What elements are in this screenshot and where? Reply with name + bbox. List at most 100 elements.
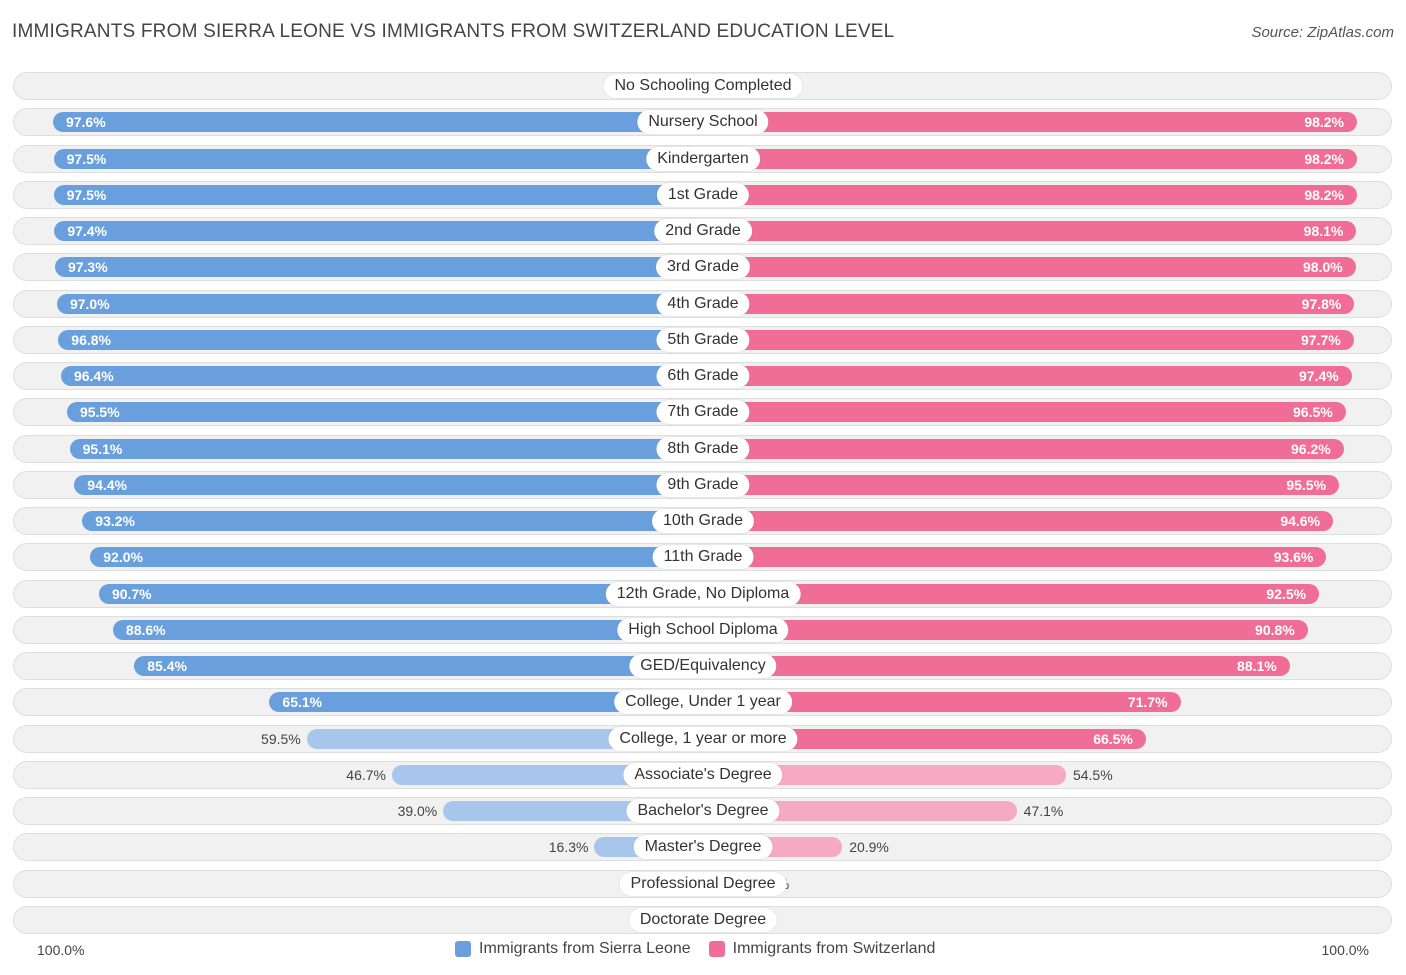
- bar-sierra-leone-nursery-school[interactable]: [52, 112, 703, 133]
- value-switzerland-9th-grade: 95.5%: [1286, 476, 1327, 493]
- value-switzerland-college-1-year-or-more: 66.5%: [1093, 730, 1133, 747]
- bar-switzerland-kindergarten[interactable]: [703, 148, 1357, 169]
- bar-sierra-leone-4th-grade[interactable]: [56, 293, 703, 314]
- category-label-no-schooling-completed: No Schooling Completed: [603, 74, 803, 98]
- category-label-9th-grade: 9th Grade: [656, 472, 750, 497]
- bar-switzerland-7th-grade[interactable]: [703, 402, 1346, 423]
- bar-switzerland-9th-grade[interactable]: [703, 474, 1340, 495]
- value-sierra-leone-3rd-grade: 97.3%: [67, 259, 108, 276]
- value-sierra-leone-11th-grade: 92.0%: [103, 549, 143, 566]
- category-label-6th-grade: 6th Grade: [656, 364, 750, 388]
- category-label-high-school-diploma: High School Diploma: [617, 617, 789, 642]
- value-switzerland-master-s-degree: 20.9%: [849, 839, 889, 856]
- bar-switzerland-bachelor-s-degree[interactable]: [703, 801, 1017, 821]
- bar-sierra-leone-8th-grade[interactable]: [69, 438, 703, 459]
- bar-switzerland-college-under-1-year[interactable]: [703, 692, 1181, 713]
- value-sierra-leone-9th-grade: 94.4%: [87, 476, 127, 493]
- value-sierra-leone-college-1-year-or-more: 59.5%: [261, 730, 301, 747]
- bar-switzerland-associate-s-degree[interactable]: [703, 764, 1066, 785]
- value-sierra-leone-4th-grade: 97.0%: [69, 295, 110, 312]
- value-sierra-leone-6th-grade: 96.4%: [73, 368, 114, 384]
- value-switzerland-college-under-1-year: 71.7%: [1127, 694, 1168, 711]
- value-sierra-leone-10th-grade: 93.2%: [95, 513, 135, 529]
- value-sierra-leone-kindergarten: 97.5%: [66, 150, 107, 167]
- legend-label-sierra-leone: Immigrants from Sierra Leone: [479, 940, 691, 957]
- bar-switzerland-high-school-diploma[interactable]: [703, 619, 1308, 640]
- legend-item-sierra-leone[interactable]: Immigrants from Sierra Leone: [455, 940, 691, 958]
- source-label: Source: ZipAtlas.com: [1251, 24, 1394, 41]
- category-label-7th-grade: 7th Grade: [656, 400, 750, 425]
- bar-sierra-leone-10th-grade[interactable]: [82, 511, 703, 531]
- bar-switzerland-8th-grade[interactable]: [703, 438, 1344, 459]
- category-label-kindergarten: Kindergarten: [646, 146, 760, 171]
- bar-switzerland-12th-grade-no-diploma[interactable]: [703, 583, 1320, 604]
- value-switzerland-4th-grade: 97.8%: [1301, 295, 1342, 312]
- chart-title: IMMIGRANTS FROM SIERRA LEONE VS IMMIGRAN…: [12, 21, 895, 42]
- bar-sierra-leone-12th-grade-no-diploma[interactable]: [98, 583, 703, 604]
- category-label-professional-degree: Professional Degree: [619, 871, 787, 896]
- value-sierra-leone-8th-grade: 95.1%: [82, 440, 123, 457]
- bar-switzerland-10th-grade[interactable]: [703, 511, 1334, 531]
- axis-right-label: 100.0%: [1321, 942, 1369, 958]
- bar-sierra-leone-11th-grade[interactable]: [90, 547, 703, 568]
- value-switzerland-8th-grade: 96.2%: [1291, 440, 1331, 457]
- category-label-college-under-1-year: College, Under 1 year: [614, 690, 792, 715]
- value-sierra-leone-nursery-school: 97.6%: [65, 114, 106, 131]
- category-label-5th-grade: 5th Grade: [656, 327, 750, 352]
- value-sierra-leone-associate-s-degree: 46.7%: [346, 766, 386, 783]
- bar-sierra-leone-ged-equivalency[interactable]: [134, 656, 703, 676]
- bar-sierra-leone-1st-grade[interactable]: [53, 184, 703, 205]
- category-label-4th-grade: 4th Grade: [656, 291, 750, 316]
- value-switzerland-5th-grade: 97.7%: [1300, 331, 1341, 348]
- value-sierra-leone-5th-grade: 96.8%: [71, 331, 111, 348]
- bar-sierra-leone-2nd-grade[interactable]: [54, 221, 703, 241]
- bar-switzerland-6th-grade[interactable]: [703, 366, 1352, 386]
- category-label-2nd-grade: 2nd Grade: [654, 219, 752, 243]
- bar-sierra-leone-college-1-year-or-more[interactable]: [306, 728, 703, 749]
- value-switzerland-10th-grade: 94.6%: [1280, 513, 1321, 529]
- value-switzerland-nursery-school: 98.2%: [1304, 114, 1345, 131]
- category-label-3rd-grade: 3rd Grade: [655, 255, 751, 280]
- category-label-master-s-degree: Master's Degree: [633, 835, 773, 860]
- bar-switzerland-11th-grade[interactable]: [703, 547, 1327, 568]
- legend: Immigrants from Sierra Leone Immigrants …: [455, 940, 953, 958]
- category-label-10th-grade: 10th Grade: [651, 509, 755, 533]
- axis-left-label: 100.0%: [37, 942, 85, 958]
- value-sierra-leone-high-school-diploma: 88.6%: [125, 621, 166, 638]
- bar-switzerland-5th-grade[interactable]: [703, 329, 1354, 350]
- bar-sierra-leone-9th-grade[interactable]: [74, 474, 703, 495]
- value-sierra-leone-bachelor-s-degree: 39.0%: [397, 803, 438, 819]
- category-label-ged-equivalency: GED/Equivalency: [629, 654, 777, 678]
- value-switzerland-bachelor-s-degree: 47.1%: [1023, 803, 1064, 819]
- bar-switzerland-2nd-grade[interactable]: [703, 221, 1357, 241]
- value-sierra-leone-1st-grade: 97.5%: [66, 186, 107, 203]
- bar-switzerland-ged-equivalency[interactable]: [703, 656, 1290, 676]
- value-sierra-leone-ged-equivalency: 85.4%: [147, 658, 187, 674]
- category-label-1st-grade: 1st Grade: [656, 182, 750, 207]
- bar-switzerland-1st-grade[interactable]: [703, 184, 1357, 205]
- bar-sierra-leone-6th-grade[interactable]: [60, 366, 703, 386]
- value-switzerland-associate-s-degree: 54.5%: [1072, 766, 1113, 783]
- bar-switzerland-nursery-school[interactable]: [703, 112, 1357, 133]
- legend-item-switzerland[interactable]: Immigrants from Switzerland: [708, 940, 936, 958]
- category-label-12th-grade-no-diploma: 12th Grade, No Diploma: [605, 581, 801, 606]
- bar-switzerland-college-1-year-or-more[interactable]: [703, 728, 1146, 749]
- bar-sierra-leone-5th-grade[interactable]: [58, 329, 703, 350]
- value-switzerland-2nd-grade: 98.1%: [1303, 223, 1344, 239]
- value-switzerland-ged-equivalency: 88.1%: [1237, 658, 1277, 674]
- bar-switzerland-3rd-grade[interactable]: [703, 257, 1356, 278]
- value-sierra-leone-master-s-degree: 16.3%: [548, 839, 589, 856]
- bar-sierra-leone-7th-grade[interactable]: [66, 402, 703, 423]
- bar-sierra-leone-3rd-grade[interactable]: [54, 257, 703, 278]
- bar-sierra-leone-kindergarten[interactable]: [53, 148, 703, 169]
- bar-switzerland-4th-grade[interactable]: [703, 293, 1355, 314]
- category-label-doctorate-degree: Doctorate Degree: [628, 907, 778, 932]
- category-label-associate-s-degree: Associate's Degree: [623, 762, 783, 787]
- value-sierra-leone-12th-grade-no-diploma: 90.7%: [111, 585, 152, 602]
- legend-label-switzerland: Immigrants from Switzerland: [732, 940, 936, 957]
- bar-sierra-leone-college-under-1-year[interactable]: [269, 692, 703, 713]
- category-label-11th-grade: 11th Grade: [652, 545, 754, 570]
- bar-sierra-leone-high-school-diploma[interactable]: [112, 619, 703, 640]
- category-label-nursery-school: Nursery School: [637, 110, 769, 135]
